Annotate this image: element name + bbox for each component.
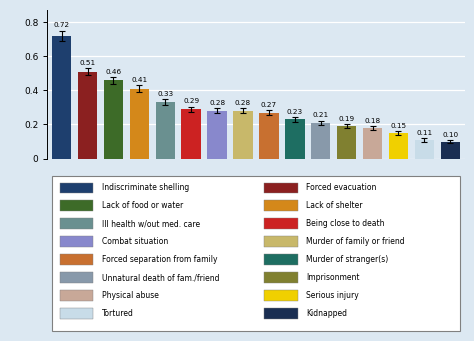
FancyBboxPatch shape [60,254,93,265]
FancyBboxPatch shape [52,176,460,331]
FancyBboxPatch shape [60,182,93,193]
FancyBboxPatch shape [264,254,298,265]
Bar [311,123,330,159]
Text: 0.21: 0.21 [313,113,329,118]
Text: Kidnapped: Kidnapped [306,309,347,318]
Text: 0.27: 0.27 [261,102,277,108]
Bar [363,128,382,159]
Bar [182,109,201,159]
Text: 0.29: 0.29 [183,98,199,104]
Bar [259,113,279,159]
Text: 0.23: 0.23 [287,109,303,115]
FancyBboxPatch shape [60,219,93,229]
Bar [78,72,97,159]
Text: 0.33: 0.33 [157,91,173,97]
FancyBboxPatch shape [264,272,298,283]
FancyBboxPatch shape [264,182,298,193]
FancyBboxPatch shape [60,236,93,247]
FancyBboxPatch shape [264,219,298,229]
Text: 0.11: 0.11 [416,130,432,136]
FancyBboxPatch shape [264,290,298,301]
Text: Murder of stranger(s): Murder of stranger(s) [306,255,388,264]
Bar [104,80,123,159]
Bar [233,111,253,159]
Text: Tortured: Tortured [101,309,134,318]
FancyBboxPatch shape [264,308,298,319]
Text: 0.51: 0.51 [80,60,96,65]
Bar [155,102,175,159]
FancyBboxPatch shape [60,290,93,301]
Text: Serious injury: Serious injury [306,291,359,300]
Bar [208,111,227,159]
FancyBboxPatch shape [264,236,298,247]
Bar [52,36,72,159]
Bar [389,133,408,159]
Bar [415,140,434,159]
Text: Ill health w/out med. care: Ill health w/out med. care [101,219,200,228]
FancyBboxPatch shape [60,308,93,319]
Text: 0.10: 0.10 [442,132,458,137]
Bar [337,126,356,159]
Bar [285,119,304,159]
Bar [130,89,149,159]
FancyBboxPatch shape [264,201,298,211]
Text: Physical abuse: Physical abuse [101,291,158,300]
Text: 0.18: 0.18 [365,118,381,123]
Text: Murder of family or friend: Murder of family or friend [306,237,405,246]
Text: 0.15: 0.15 [391,123,407,129]
Text: Being close to death: Being close to death [306,219,384,228]
Text: Lack of shelter: Lack of shelter [306,201,363,210]
Bar [440,142,460,159]
Text: 0.46: 0.46 [105,69,121,74]
FancyBboxPatch shape [60,272,93,283]
Text: Combat situation: Combat situation [101,237,168,246]
Text: 0.19: 0.19 [338,116,355,122]
Text: 0.41: 0.41 [131,77,147,83]
Text: Indiscriminate shelling: Indiscriminate shelling [101,183,189,192]
FancyBboxPatch shape [60,201,93,211]
Text: 0.28: 0.28 [235,100,251,106]
Text: Forced separation from family: Forced separation from family [101,255,217,264]
Text: Lack of food or water: Lack of food or water [101,201,183,210]
Text: Unnatural death of fam./friend: Unnatural death of fam./friend [101,273,219,282]
Text: Imprisonment: Imprisonment [306,273,359,282]
Text: 0.72: 0.72 [54,23,70,28]
Text: Forced evacuation: Forced evacuation [306,183,376,192]
Text: 0.28: 0.28 [209,100,225,106]
